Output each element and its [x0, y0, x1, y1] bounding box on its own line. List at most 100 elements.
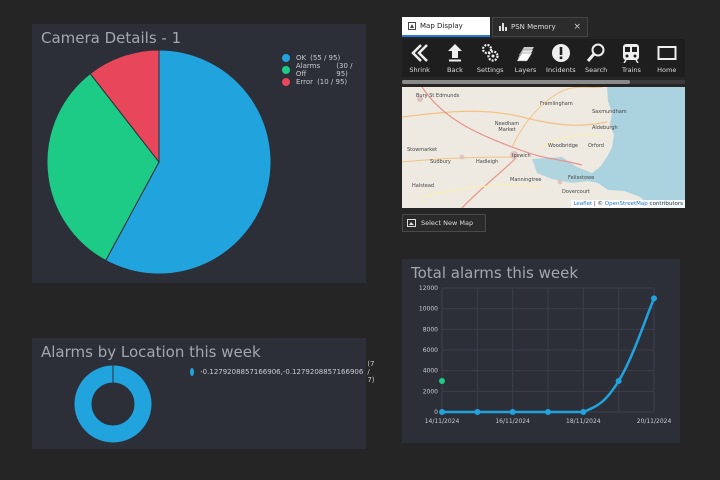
home-screen-icon [657, 46, 677, 60]
map-place-label: Manningtree [510, 177, 542, 183]
close-icon[interactable]: × [573, 22, 581, 32]
map-place-label: Bury St Edmunds [416, 93, 460, 99]
legend-label: Error [296, 78, 314, 86]
pie-slice-ok[interactable] [105, 49, 272, 275]
data-point[interactable] [474, 409, 481, 415]
tab-label: Map Display [420, 22, 463, 30]
layers-button[interactable]: Layers [508, 39, 543, 77]
map-place-label: Dovercourt [562, 189, 590, 195]
y-tick-label: 12000 [419, 285, 438, 292]
back-button[interactable]: Back [437, 39, 472, 77]
map-place-label: Framlingham [540, 101, 573, 107]
legend-count: (7 / 7) [367, 360, 375, 384]
incidents-button[interactable]: Incidents [543, 39, 578, 77]
extra-data-point[interactable] [439, 378, 445, 384]
camera-pie-chart [46, 49, 272, 275]
settings-button[interactable]: Settings [473, 39, 508, 77]
openstreetmap-link[interactable]: OpenStreetMap [604, 201, 648, 207]
map-place-label: Felixstowe [568, 175, 595, 181]
y-tick-label: 10000 [419, 306, 438, 313]
map-toolbar: Shrink Back Settings Layers Incidents Se… [402, 39, 685, 77]
legend-label: OK [296, 54, 307, 62]
alert-icon [551, 44, 570, 62]
map-place-label: Needham Market [494, 121, 520, 133]
location-legend: -0.1279208857166906,-0.1279208857166906 … [190, 360, 378, 384]
legend-item-location[interactable]: -0.1279208857166906,-0.1279208857166906 … [190, 360, 378, 384]
gears-icon [482, 43, 499, 62]
y-tick-label: 2000 [423, 388, 438, 395]
tab-psn-memory[interactable]: PSN Memory × [492, 17, 588, 37]
y-tick-label: 8000 [423, 326, 438, 333]
data-point[interactable] [439, 409, 445, 415]
map-window: Map Display PSN Memory × Shrink Back Set… [402, 17, 685, 235]
legend-count: (30 / 95) [336, 62, 353, 78]
toolbar-label: Back [447, 66, 463, 74]
legend-item-alarms-off[interactable]: Alarms Off (30 / 95) [282, 62, 366, 78]
map-tab-icon [408, 22, 416, 30]
scrollbar-thumb[interactable] [402, 80, 630, 84]
toolbar-label: Search [584, 66, 608, 74]
total-alarms-title: Total alarms this week [411, 264, 578, 282]
data-point[interactable] [580, 409, 587, 415]
map-icon [407, 219, 416, 227]
camera-details-panel: Camera Details - 1 OK (55 / 95) Alarms O… [32, 24, 366, 283]
layers-icon [516, 47, 534, 62]
x-tick-label: 16/11/2024 [495, 418, 530, 425]
x-tick-label: 20/11/2024 [637, 418, 672, 425]
data-point[interactable] [509, 409, 516, 415]
location-doughnut-chart [74, 365, 152, 443]
camera-details-title: Camera Details - 1 [41, 29, 182, 47]
select-new-map-label: Select New Map [421, 219, 474, 227]
total-alarms-panel: Total alarms this week 0 2000 4000 6000 8000… [402, 259, 680, 443]
home-button[interactable]: Home [649, 39, 684, 77]
map-tiles [402, 87, 685, 208]
attribution-suffix: contributors [647, 201, 683, 207]
legend-count: (10 / 95) [317, 78, 348, 86]
map-attribution: Leaflet | © OpenStreetMap contributors [571, 200, 685, 208]
map-place-label: Orford [588, 143, 604, 149]
legend-label: Alarms Off [295, 62, 321, 78]
x-tick-label: 14/11/2024 [425, 418, 460, 425]
search-icon [586, 43, 605, 62]
legend-dot-alarms-off [282, 66, 290, 74]
legend-item-error[interactable]: Error (10 / 95) [282, 76, 366, 88]
map-place-label: Halstead [412, 183, 435, 189]
bar-chart-icon [499, 23, 507, 31]
map-place-label: Sudbury [430, 159, 451, 165]
pie-slice-error[interactable] [89, 49, 160, 164]
data-point[interactable] [545, 409, 551, 415]
leaflet-link[interactable]: Leaflet [573, 201, 593, 207]
toolbar-label: Shrink [409, 66, 430, 74]
pie-slice-alarms-off[interactable] [46, 72, 160, 262]
legend-item-ok[interactable]: OK (55 / 95) [282, 52, 366, 64]
select-new-map-button[interactable]: Select New Map [402, 214, 486, 232]
map-place-label: Stowmarket [407, 147, 438, 153]
total-alarms-line-chart: 0 2000 4000 6000 8000 10000 12000 14/11/2024 16/… [419, 285, 672, 425]
map-view[interactable]: Bury St Edmunds Framlingham Needham Mark… [402, 87, 685, 208]
tab-label: PSN Memory [511, 23, 556, 31]
y-tick-label: 6000 [423, 347, 438, 354]
toolbar-label: Trains [621, 66, 641, 74]
y-tick-label: 4000 [423, 368, 438, 375]
alarms-by-location-panel: Alarms by Location this week -0.12792088… [32, 338, 375, 449]
y-tick-label: 0 [434, 409, 438, 416]
toolbar-label: Settings [476, 66, 504, 74]
data-point[interactable] [651, 295, 657, 302]
alarms-by-location-title: Alarms by Location this week [41, 343, 261, 361]
map-place-label: Woodbridge [548, 143, 578, 149]
map-place-label: Saxmundham [592, 109, 627, 115]
toolbar-label: Layers [514, 66, 537, 74]
legend-dot-ok [282, 54, 290, 62]
shrink-button[interactable]: Shrink [402, 39, 437, 77]
map-place-label: Aldeburgh [592, 125, 618, 131]
trains-button[interactable]: Trains [614, 39, 649, 77]
toolbar-scrollbar[interactable] [402, 80, 685, 84]
legend-label: -0.1279208857166906,-0.1279208857166906 [200, 368, 364, 376]
data-point[interactable] [615, 378, 622, 384]
toolbar-label: Home [657, 66, 677, 74]
tab-map-display[interactable]: Map Display [402, 17, 490, 37]
legend-dot-error [282, 78, 290, 86]
search-button[interactable]: Search [578, 39, 613, 77]
shrink-icon [410, 44, 428, 62]
map-place-label: Ipswich [512, 153, 531, 159]
